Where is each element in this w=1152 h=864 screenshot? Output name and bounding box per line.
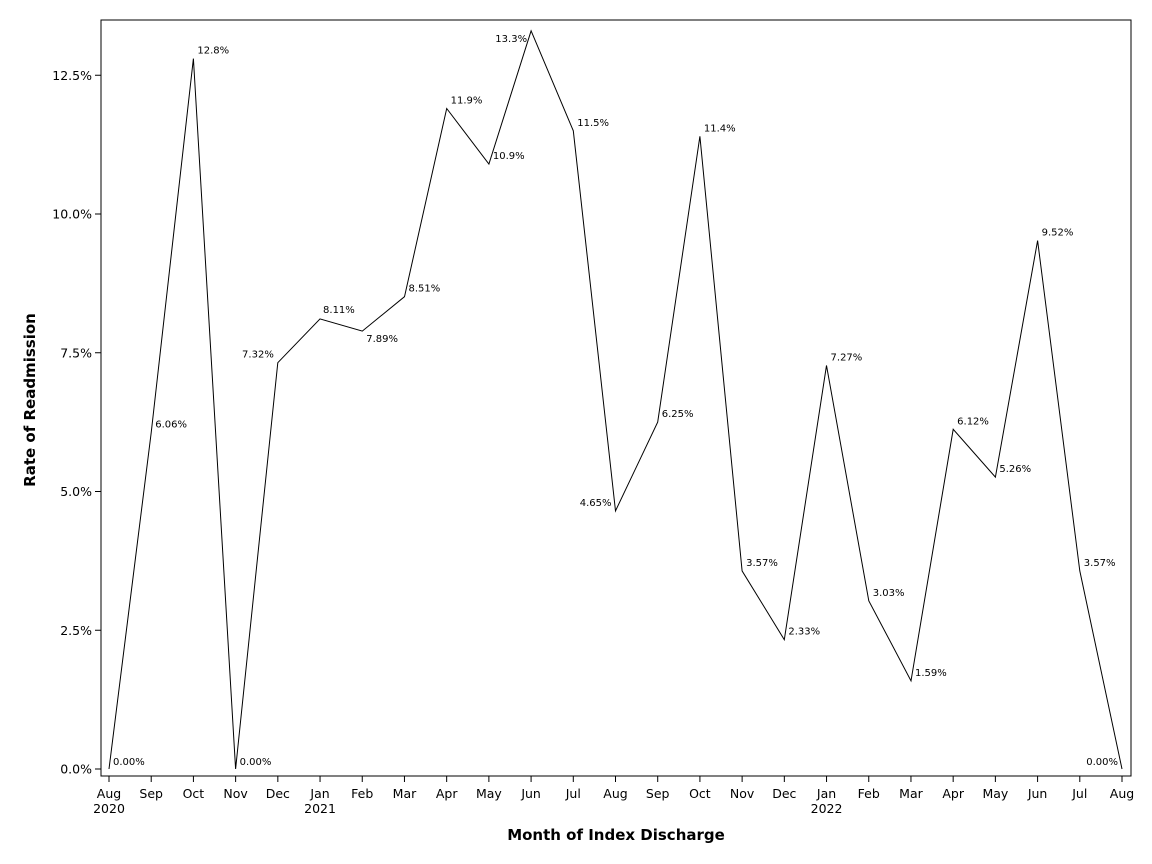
x-tick-label: Dec xyxy=(266,786,290,801)
x-tick-label: Jun xyxy=(520,786,541,801)
data-label: 6.06% xyxy=(155,420,187,431)
x-year-label: 2021 xyxy=(304,801,336,816)
x-axis: Aug Sep Oct Nov Dec Jan Feb Mar Apr May Jun Jul Aug S… xyxy=(93,776,1134,816)
data-label: 6.25% xyxy=(662,409,694,420)
x-tick-label: Sep xyxy=(646,786,670,801)
data-label: 1.59% xyxy=(915,668,947,679)
x-tick-label: Oct xyxy=(183,786,205,801)
x-tick-label: May xyxy=(476,786,502,801)
y-tick-label: 10.0% xyxy=(52,207,92,222)
data-label: 6.12% xyxy=(957,416,989,427)
data-label: 7.89% xyxy=(366,334,398,345)
x-tick-label: Aug xyxy=(97,786,121,801)
y-tick-label: 2.5% xyxy=(60,623,92,638)
x-tick-label: Nov xyxy=(223,786,248,801)
data-label: 11.5% xyxy=(577,118,609,129)
data-label: 0.00% xyxy=(1086,757,1118,768)
x-tick-label: Dec xyxy=(772,786,796,801)
x-axis-title: Month of Index Discharge xyxy=(507,826,725,844)
x-tick-label: Feb xyxy=(858,786,880,801)
data-label: 7.27% xyxy=(831,353,863,364)
data-label: 11.4% xyxy=(704,123,736,134)
data-labels: 0.00% 6.06% 12.8% 0.00% 7.32% 8.11% 7.89% 8.51%… xyxy=(113,34,1118,768)
x-tick-label: Mar xyxy=(899,786,923,801)
x-tick-label: Mar xyxy=(393,786,417,801)
data-label: 3.57% xyxy=(746,558,778,569)
data-label: 3.57% xyxy=(1084,558,1116,569)
data-label: 8.51% xyxy=(408,284,440,295)
x-tick-label: Oct xyxy=(689,786,711,801)
x-tick-label: Jan xyxy=(816,786,836,801)
y-axis: 0.0% 2.5% 5.0% 7.5% 10.0% 12.5% xyxy=(52,68,101,777)
y-axis-title: Rate of Readmission xyxy=(21,313,39,487)
x-tick-label: Nov xyxy=(730,786,755,801)
data-label: 2.33% xyxy=(788,627,820,638)
data-label: 10.9% xyxy=(493,151,525,162)
data-label: 5.26% xyxy=(999,464,1031,475)
x-tick-label: Jul xyxy=(565,786,581,801)
x-year-label: 2022 xyxy=(811,801,843,816)
x-tick-label: Aug xyxy=(603,786,627,801)
y-tick-label: 5.0% xyxy=(60,484,92,499)
data-label: 0.00% xyxy=(113,757,145,768)
data-label: 0.00% xyxy=(240,757,272,768)
x-tick-label: Apr xyxy=(942,786,964,801)
y-tick-label: 0.0% xyxy=(60,762,92,777)
x-tick-label: Jul xyxy=(1071,786,1087,801)
readmission-rate-line xyxy=(108,29,1123,770)
y-tick-label: 12.5% xyxy=(52,68,92,83)
x-tick-label: Jan xyxy=(309,786,329,801)
data-label: 8.11% xyxy=(323,305,355,316)
x-tick-label: Jun xyxy=(1027,786,1048,801)
data-label: 11.9% xyxy=(451,96,483,107)
plot-frame xyxy=(100,19,1132,777)
x-tick-label: Sep xyxy=(139,786,163,801)
x-year-label: 2020 xyxy=(93,801,125,816)
data-label: 7.32% xyxy=(242,350,274,361)
data-label: 12.8% xyxy=(197,46,229,57)
x-tick-label: Feb xyxy=(351,786,373,801)
data-label: 4.65% xyxy=(580,498,612,509)
x-tick-label: Aug xyxy=(1110,786,1134,801)
data-label: 13.3% xyxy=(495,34,527,45)
x-tick-label: Apr xyxy=(436,786,458,801)
x-tick-label: May xyxy=(982,786,1008,801)
y-tick-label: 7.5% xyxy=(60,345,92,360)
data-label: 9.52% xyxy=(1042,228,1074,239)
data-label: 3.03% xyxy=(873,588,905,599)
